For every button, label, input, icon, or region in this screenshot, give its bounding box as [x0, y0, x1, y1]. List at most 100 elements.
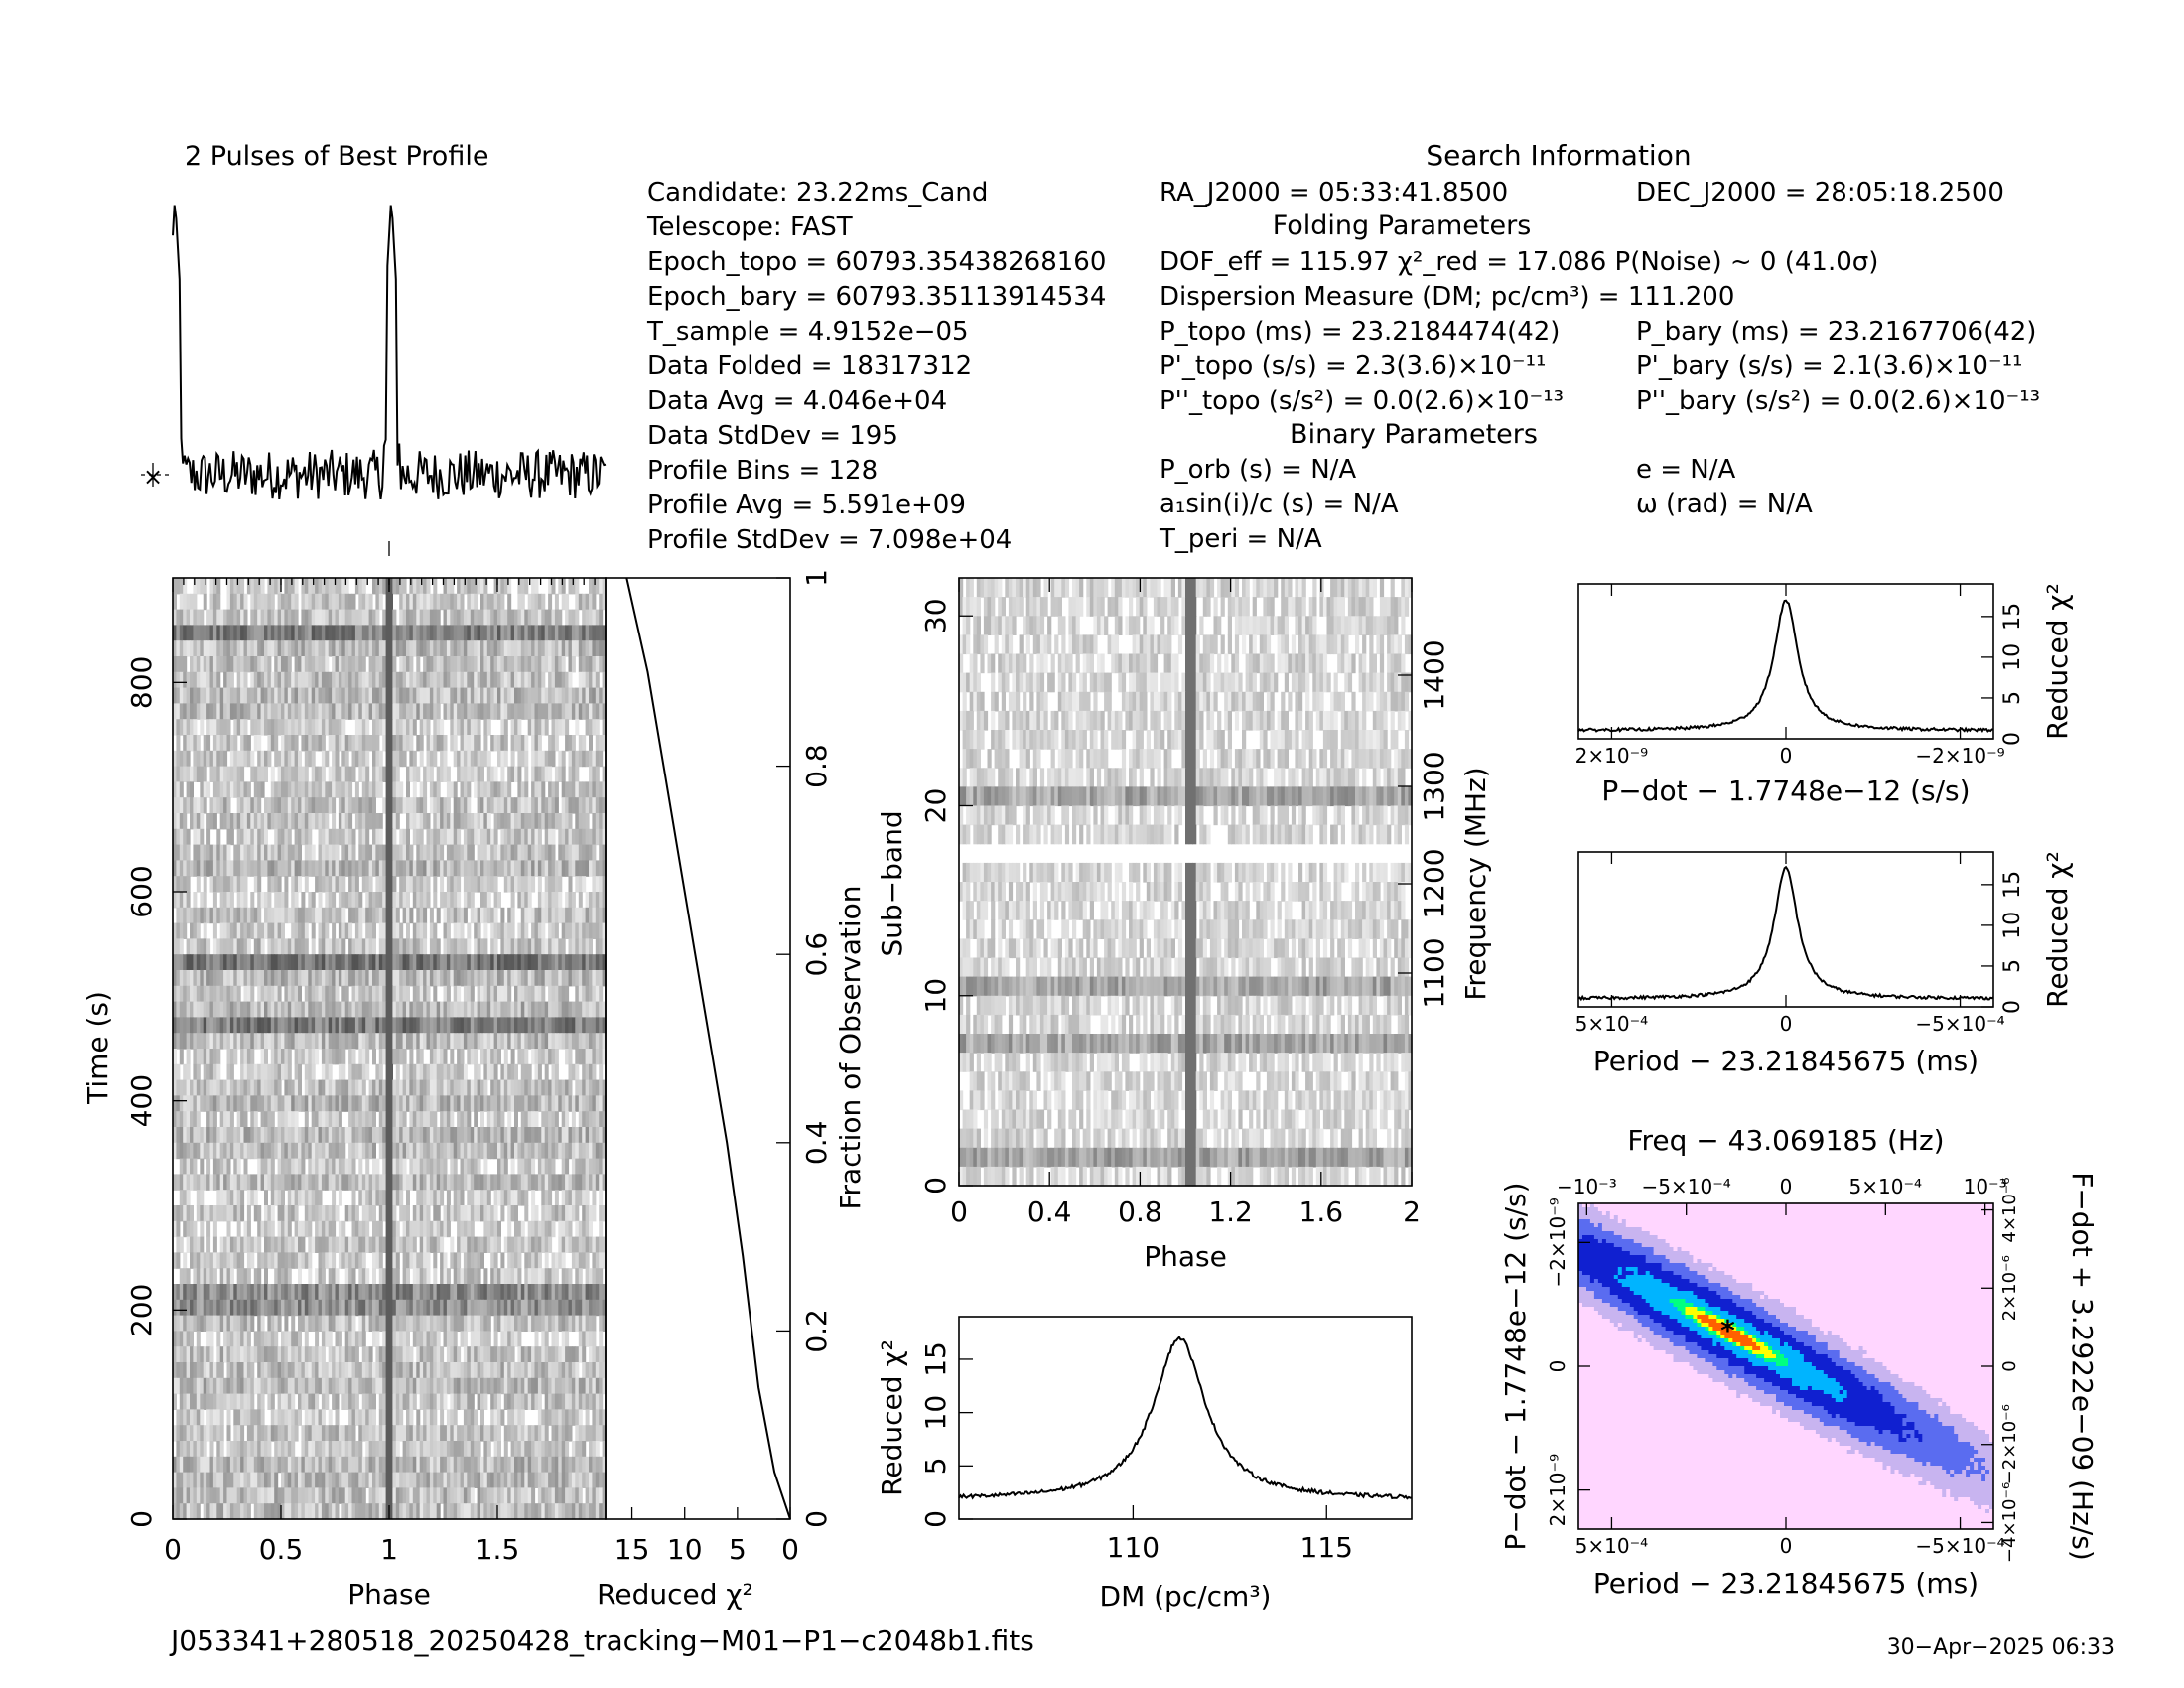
heatmap-cell	[467, 703, 472, 720]
heatmap-cell	[463, 609, 468, 626]
heatmap-cell	[183, 1252, 188, 1269]
heatmap-cell	[477, 703, 481, 720]
heatmap-cell	[510, 892, 515, 909]
heatmap-cell	[433, 1095, 438, 1112]
heatmap-cell	[332, 813, 337, 830]
heatmap-cell	[395, 671, 400, 689]
heatmap-cell	[372, 609, 376, 626]
heatmap-cell	[246, 844, 251, 861]
heatmap-cell	[477, 750, 481, 768]
heatmap-cell	[270, 1111, 275, 1128]
heatmap-cell	[450, 1111, 455, 1128]
heatmap-cell	[212, 1174, 217, 1191]
heatmap-cell	[457, 703, 462, 720]
heatmap-cell	[200, 656, 205, 673]
heatmap-cell	[503, 750, 508, 768]
heatmap-cell	[551, 671, 556, 689]
heatmap-cell	[558, 671, 563, 689]
heatmap-cell	[474, 828, 478, 846]
heatmap-cell	[520, 1033, 525, 1050]
heatmap-cell	[551, 656, 556, 673]
heatmap-cell	[389, 892, 393, 909]
heatmap-cell	[216, 703, 221, 720]
heatmap-cell	[571, 735, 576, 752]
heatmap-cell	[460, 860, 465, 877]
heatmap-cell	[358, 907, 363, 924]
heatmap-cell	[440, 719, 445, 736]
heatmap-cell	[433, 1001, 438, 1018]
heatmap-cell	[281, 687, 285, 704]
heatmap-cell	[341, 813, 346, 830]
heatmap-cell	[500, 687, 505, 704]
heatmap-cell	[392, 892, 397, 909]
heatmap-cell	[426, 985, 431, 1003]
heatmap-cell	[524, 687, 529, 704]
heatmap-cell	[378, 922, 383, 939]
heatmap-cell	[402, 750, 407, 768]
heatmap-cell	[416, 813, 421, 830]
heatmap-cell	[531, 1190, 536, 1206]
heatmap-cell	[291, 687, 296, 704]
heatmap-cell	[246, 1033, 251, 1050]
heatmap-cell	[193, 671, 198, 689]
heatmap-cell	[423, 640, 428, 657]
heatmap-cell	[378, 1127, 383, 1144]
heatmap-cell	[474, 813, 478, 830]
heatmap-cell	[490, 625, 495, 641]
heatmap-cell	[358, 578, 363, 595]
heatmap-cell	[399, 703, 404, 720]
heatmap-cell	[274, 844, 279, 861]
heatmap-cell	[402, 876, 407, 893]
heatmap-cell	[236, 1001, 241, 1018]
heatmap-cell	[193, 844, 198, 861]
heatmap-cell	[338, 671, 342, 689]
heatmap-cell	[240, 1190, 245, 1206]
heatmap-cell	[257, 766, 262, 782]
heatmap-cell	[497, 671, 501, 689]
heatmap-cell	[361, 1033, 366, 1050]
heatmap-cell	[236, 1205, 241, 1222]
heatmap-cell	[229, 892, 234, 909]
heatmap-cell	[534, 828, 539, 846]
heatmap-cell	[483, 719, 488, 736]
heatmap-cell	[595, 828, 600, 846]
heatmap-cell	[402, 1111, 407, 1128]
heatmap-cell	[173, 781, 177, 798]
heatmap-cell	[470, 1049, 475, 1065]
heatmap-cell	[385, 781, 390, 798]
heatmap-cell	[527, 844, 532, 861]
heatmap-cell	[457, 719, 462, 736]
heatmap-cell	[321, 907, 326, 924]
heatmap-cell	[392, 609, 397, 626]
heatmap-cell	[544, 860, 549, 877]
heatmap-cell	[527, 907, 532, 924]
heatmap-cell	[378, 687, 383, 704]
heatmap-cell	[486, 1174, 491, 1191]
heatmap-cell	[196, 687, 201, 704]
heatmap-cell	[412, 1236, 417, 1253]
heatmap-cell	[294, 578, 299, 595]
heatmap-cell	[321, 625, 326, 641]
heatmap-cell	[183, 860, 188, 877]
heatmap-cell	[578, 735, 583, 752]
heatmap-cell	[173, 640, 177, 657]
heatmap-cell	[301, 828, 306, 846]
heatmap-cell	[486, 640, 491, 657]
heatmap-cell	[358, 1095, 363, 1112]
heatmap-cell	[551, 735, 556, 752]
heatmap-cell	[328, 797, 333, 814]
heatmap-cell	[443, 703, 448, 720]
heatmap-cell	[365, 1220, 370, 1238]
heatmap-cell	[229, 954, 234, 971]
heatmap-cell	[206, 1158, 211, 1175]
heatmap-cell	[520, 625, 525, 641]
heatmap-cell	[395, 938, 400, 955]
heatmap-cell	[233, 750, 238, 768]
heatmap-cell	[332, 703, 337, 720]
heatmap-cell	[246, 1063, 251, 1081]
heatmap-cell	[216, 719, 221, 736]
heatmap-cell	[450, 1174, 455, 1191]
heatmap-cell	[287, 687, 292, 704]
heatmap-cell	[365, 828, 370, 846]
heatmap-cell	[423, 625, 428, 641]
